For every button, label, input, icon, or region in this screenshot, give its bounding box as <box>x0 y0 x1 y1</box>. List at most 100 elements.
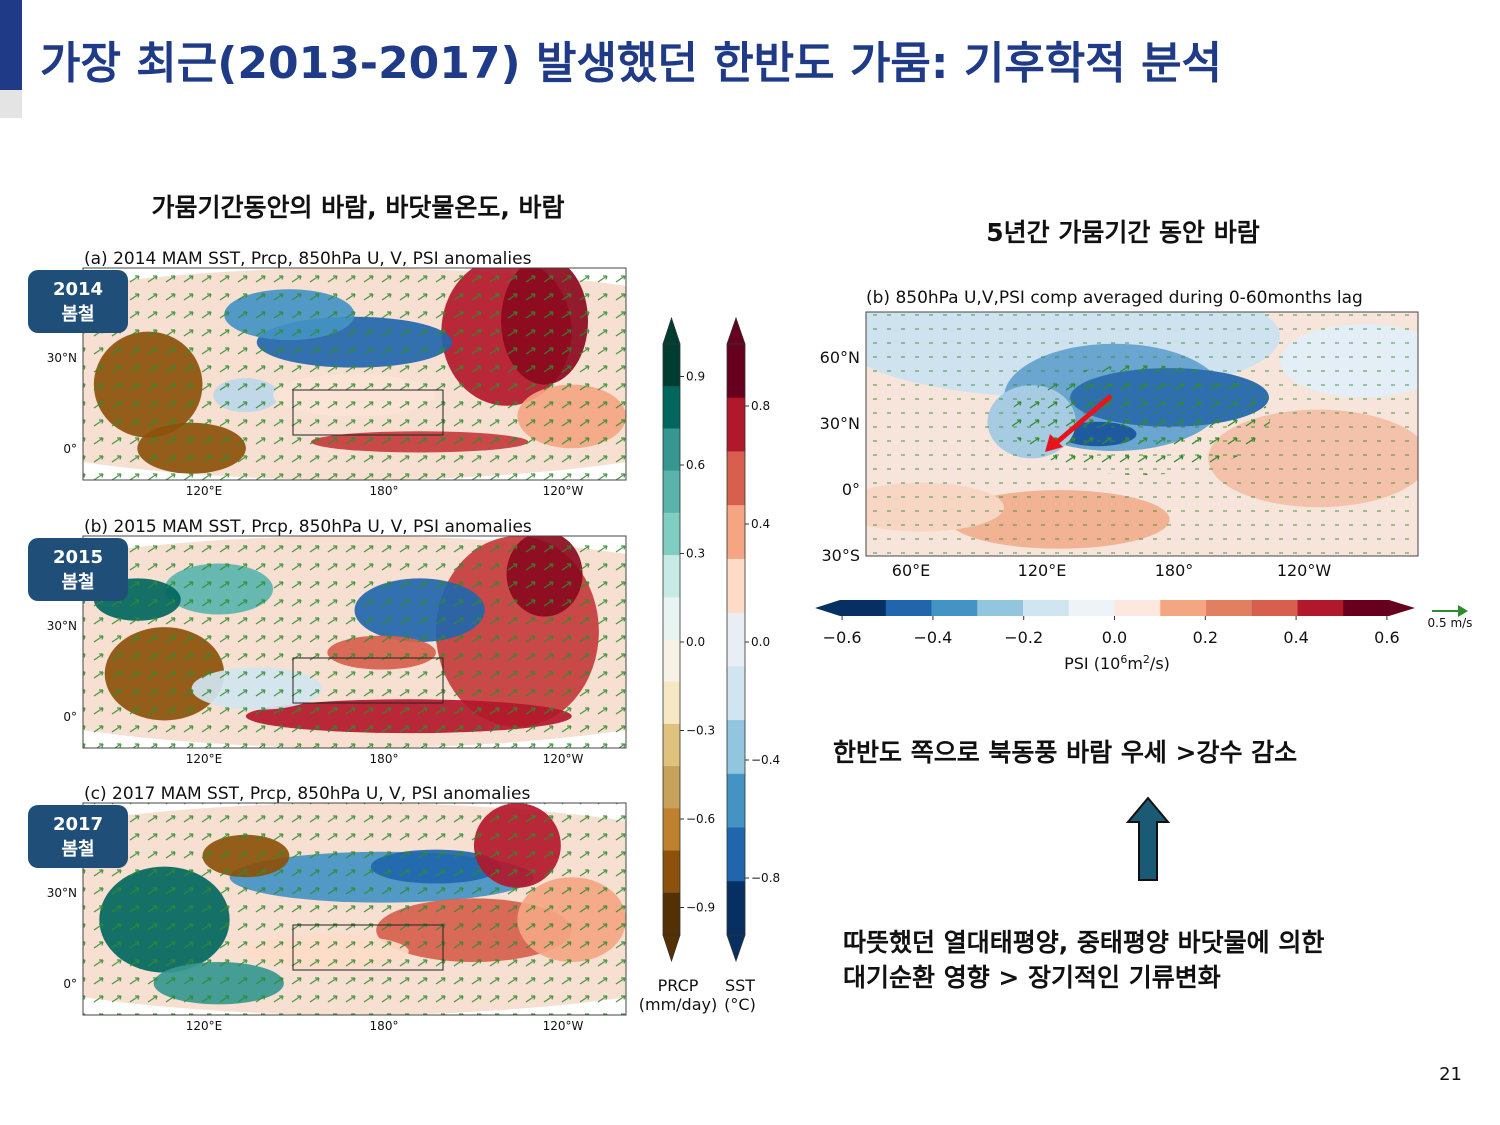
map-title: (b) 850hPa U,V,PSI comp averaged during … <box>866 288 1363 308</box>
colorbar-band <box>663 723 680 767</box>
colorbar-cap <box>1389 600 1415 616</box>
colorbar-tick-label: 0.6 <box>1374 628 1399 647</box>
wind-vectors <box>83 536 626 748</box>
map-frame <box>82 535 627 749</box>
colorbar-tick-label: 0.4 <box>751 517 770 531</box>
wind-vectors <box>83 803 626 1015</box>
colorbar-band <box>663 470 680 514</box>
lon-label: 180° <box>370 484 399 498</box>
colorbar-tick-label: 0.3 <box>686 547 705 561</box>
colorbar-band <box>727 773 745 829</box>
colorbar-label: PRCP <box>658 976 699 995</box>
colorbar-tick-label: 0.8 <box>751 399 770 413</box>
colorbar-tick-label: −0.6 <box>686 812 715 826</box>
colorbar-band <box>663 808 680 852</box>
lat-label: 0° <box>842 480 860 499</box>
lat-label: 60°N <box>820 348 860 367</box>
badge-year: 2014 <box>53 279 103 300</box>
colorbar-label: PSI (106m2/s) <box>1064 653 1170 674</box>
colorbar-tick-label: 0.0 <box>1102 628 1127 647</box>
vector-key-head <box>1458 605 1468 617</box>
badge-box <box>28 270 128 333</box>
colorbar-band <box>840 600 887 616</box>
lon-label: 120°W <box>543 1019 584 1033</box>
colorbar-band <box>885 600 932 616</box>
lon-label: 180° <box>370 752 399 766</box>
colorbar-band <box>1068 600 1115 616</box>
colorbar-band <box>663 597 680 640</box>
colorbar-band <box>727 397 745 452</box>
finding: 한반도 쪽으로 북동풍 바람 우세 >강수 감소 <box>833 738 1297 767</box>
label-part: m <box>1127 654 1143 673</box>
colorbar-tick-label: 0.0 <box>751 635 770 649</box>
year-badge: 2017 봄철 <box>28 805 128 868</box>
colorbar-tick-label: −0.4 <box>751 753 780 767</box>
cause-line: 따뜻했던 열대태평양, 중태평양 바닷물에 의한 <box>843 928 1324 957</box>
highlight-arrow <box>1054 394 1113 445</box>
title-bar-shade <box>0 90 22 118</box>
region-box <box>292 924 444 971</box>
panel-title: (a) 2014 MAM SST, Prcp, 850hPa U, V, PSI… <box>84 249 532 269</box>
vector-key-label: 0.5 m/s <box>1428 616 1473 630</box>
lat-label: 30°N <box>47 351 77 365</box>
colorbar-frame <box>726 343 746 936</box>
badge-year: 2015 <box>53 547 103 568</box>
map-frame <box>82 267 627 481</box>
lon-label: 120°E <box>186 484 223 498</box>
colorbar-band <box>727 612 745 667</box>
lat-label: 30°N <box>47 886 77 900</box>
lon-label: 120°W <box>543 752 584 766</box>
colorbar-band <box>727 558 745 614</box>
colorbar-band <box>1023 600 1070 616</box>
colorbar-tick-label: 0.0 <box>686 635 705 649</box>
map <box>83 803 626 1015</box>
colorbar-band <box>663 386 680 429</box>
colorbar-cap <box>726 934 746 963</box>
colorbar-band <box>1114 600 1161 616</box>
lat-label: 0° <box>63 710 77 724</box>
badge-year: 2017 <box>53 814 103 835</box>
lon-label: 120°W <box>1277 561 1332 580</box>
label-part: PSI (10 <box>1064 654 1120 673</box>
map <box>866 312 1418 556</box>
colorbar-cap <box>815 600 840 616</box>
colorbar-band <box>663 892 680 936</box>
colorbar-band <box>727 827 745 882</box>
colorbar-band <box>727 344 745 399</box>
badge-season: 봄철 <box>61 572 94 593</box>
panel-title: (b) 2015 MAM SST, Prcp, 850hPa U, V, PSI… <box>84 517 532 537</box>
lat-label: 30°N <box>47 619 77 633</box>
up-arrow <box>1125 796 1171 881</box>
lon-label: 180° <box>1155 561 1194 580</box>
colorbar-band <box>931 600 978 616</box>
colorbar-label: (°C) <box>724 995 756 1014</box>
colorbar-tick-label: 0.9 <box>686 370 705 384</box>
colorbar-cap <box>726 316 746 345</box>
colorbar-band <box>663 766 680 809</box>
colorbar-tick-label: −0.2 <box>1004 628 1043 647</box>
colorbar-tick-label: 0.2 <box>1193 628 1218 647</box>
colorbar-band <box>663 344 680 387</box>
cause-line: 대기순환 영향 > 장기적인 기류변화 <box>843 963 1221 992</box>
colorbar-tick-label: 0.6 <box>686 458 705 472</box>
panel-title: (c) 2017 MAM SST, Prcp, 850hPa U, V, PSI… <box>84 784 530 804</box>
badge-season: 봄철 <box>61 839 94 860</box>
page-number: 21 <box>1439 1064 1462 1085</box>
year-badge: 2014 봄철 <box>28 270 128 333</box>
lon-label: 120°E <box>1018 561 1067 580</box>
colorbar-band <box>663 639 680 683</box>
highlight-arrow-head <box>1045 434 1063 452</box>
colorbar-cap <box>662 316 681 345</box>
left-heading: 가뭄기간동안의 바람, 바닷물온도, 바람 <box>151 193 564 222</box>
map-frame <box>82 802 627 1016</box>
colorbar-band <box>977 600 1024 616</box>
label-part: 2 <box>1143 653 1150 666</box>
strong-winds <box>1010 365 1270 475</box>
colorbar-label: (mm/day) <box>639 995 717 1014</box>
colorbar-band <box>663 555 680 598</box>
colorbar-tick-label: −0.8 <box>751 871 780 885</box>
lat-label: 0° <box>63 442 77 456</box>
lat-label: 30°N <box>820 414 860 433</box>
